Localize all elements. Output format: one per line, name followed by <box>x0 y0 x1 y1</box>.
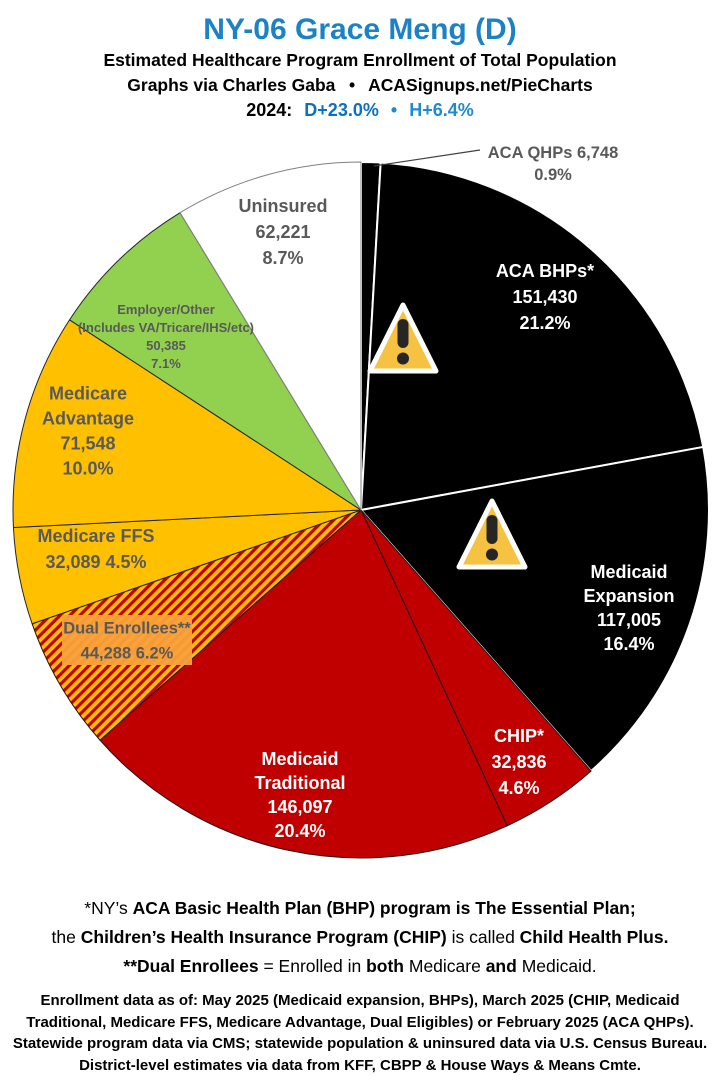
source-note-block: Enrollment data as of: May 2025 (Medicai… <box>0 990 720 1076</box>
source-note-line: Statewide program data via CMS; statewid… <box>0 1033 720 1055</box>
footnote-bold-text: Children’s Health Insurance Program (CHI… <box>81 927 447 947</box>
footnote-text: = Enrolled in <box>259 956 367 976</box>
footnote-text: *NY’s <box>84 898 132 918</box>
footnote-bold-text: and <box>486 956 517 976</box>
footnote-bold-text: **Dual Enrollees <box>123 956 258 976</box>
footnote-block: *NY’s ACA Basic Health Plan (BHP) progra… <box>0 894 720 981</box>
source-note-line: District-level estimates via data from K… <box>0 1055 720 1076</box>
footnote-line: **Dual Enrollees = Enrolled in both Medi… <box>0 952 720 981</box>
footnote-bold-text: both <box>366 956 404 976</box>
leader-line-aca-qhps <box>374 150 480 166</box>
footnote-line: the Children’s Health Insurance Program … <box>0 923 720 952</box>
footnote-text: is called <box>447 927 520 947</box>
source-note-line: Traditional, Medicare FFS, Medicare Adva… <box>0 1012 720 1034</box>
source-note-line: Enrollment data as of: May 2025 (Medicai… <box>0 990 720 1012</box>
footnote-bold-text: Child Health Plus. <box>520 927 669 947</box>
footnote-bold-text: ACA Basic Health Plan (BHP) program is T… <box>133 898 636 918</box>
footnote-text: Medicaid. <box>517 956 597 976</box>
footnote-text: Medicare <box>404 956 486 976</box>
footnote-line: *NY’s ACA Basic Health Plan (BHP) progra… <box>0 894 720 923</box>
footnote-text: the <box>52 927 81 947</box>
